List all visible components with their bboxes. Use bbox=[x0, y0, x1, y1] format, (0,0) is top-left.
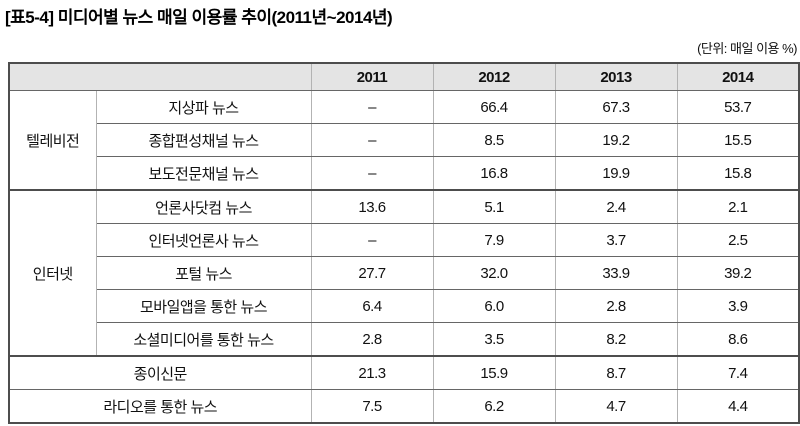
unit-note: (단위: 매일 이용 %) bbox=[697, 41, 797, 56]
value-cell: 15.5 bbox=[676, 123, 800, 157]
value-cell: 19.9 bbox=[554, 156, 678, 191]
value-cell: – bbox=[310, 90, 434, 124]
value-cell: 2.8 bbox=[554, 289, 678, 323]
row-label: 소셜미디어를 통한 뉴스 bbox=[95, 322, 312, 357]
page-title: [표5-4] 미디어별 뉴스 매일 이용률 추이(2011년~2014년) bbox=[5, 8, 393, 27]
row-label-radio-news: 라디오를 통한 뉴스 bbox=[8, 389, 312, 424]
value-cell: 4.7 bbox=[554, 389, 678, 424]
table-row: 포털 뉴스 27.7 32.0 33.9 39.2 bbox=[9, 256, 800, 290]
year-header-2011: 2011 bbox=[310, 62, 434, 91]
table-row: 모바일앱을 통한 뉴스 6.4 6.0 2.8 3.9 bbox=[9, 289, 800, 323]
value-cell: 3.5 bbox=[432, 322, 556, 357]
value-cell: 2.8 bbox=[310, 322, 434, 357]
value-cell: 39.2 bbox=[676, 256, 800, 290]
value-cell: 27.7 bbox=[310, 256, 434, 290]
value-cell: 8.7 bbox=[554, 355, 678, 390]
row-label-paper-newspaper: 종이신문 bbox=[8, 355, 312, 390]
value-cell: 6.4 bbox=[310, 289, 434, 323]
corner-cell bbox=[8, 62, 312, 91]
value-cell: 33.9 bbox=[554, 256, 678, 290]
table-row: 종이신문 21.3 15.9 8.7 7.4 bbox=[8, 355, 800, 390]
value-cell: 15.9 bbox=[432, 355, 556, 390]
group-cell-television: 텔레비전 bbox=[8, 90, 97, 191]
value-cell: – bbox=[310, 123, 434, 157]
header-row: 2011 2012 2013 2014 bbox=[8, 62, 800, 91]
table-row: 인터넷 언론사닷컴 뉴스 13.6 5.1 2.4 2.1 bbox=[8, 189, 800, 357]
value-cell: 66.4 bbox=[432, 90, 556, 124]
row-label: 보도전문채널 뉴스 bbox=[95, 156, 312, 191]
table-row: 보도전문채널 뉴스 – 16.8 19.9 15.8 bbox=[9, 156, 800, 191]
value-cell: 21.3 bbox=[310, 355, 434, 390]
value-cell: 4.4 bbox=[676, 389, 800, 424]
value-cell: 13.6 bbox=[310, 189, 434, 224]
group-cell-internet: 인터넷 bbox=[8, 189, 97, 357]
value-cell: 2.4 bbox=[554, 189, 678, 224]
value-cell: 19.2 bbox=[554, 123, 678, 157]
value-cell: 15.8 bbox=[676, 156, 800, 191]
value-cell: 67.3 bbox=[554, 90, 678, 124]
value-cell: 3.9 bbox=[676, 289, 800, 323]
value-cell: 3.7 bbox=[554, 223, 678, 257]
value-cell: 2.1 bbox=[676, 189, 800, 224]
value-cell: 53.7 bbox=[676, 90, 800, 124]
table-row: 인터넷언론사 뉴스 – 7.9 3.7 2.5 bbox=[9, 223, 800, 257]
value-cell: 32.0 bbox=[432, 256, 556, 290]
year-header-2013: 2013 bbox=[554, 62, 678, 91]
value-cell: 8.6 bbox=[676, 322, 800, 357]
year-header-2014: 2014 bbox=[676, 62, 800, 91]
value-cell: 5.1 bbox=[432, 189, 556, 224]
row-label: 지상파 뉴스 bbox=[95, 90, 312, 124]
value-cell: 16.8 bbox=[432, 156, 556, 191]
row-label: 종합편성채널 뉴스 bbox=[95, 123, 312, 157]
value-cell: 7.5 bbox=[310, 389, 434, 424]
table-row: 종합편성채널 뉴스 – 8.5 19.2 15.5 bbox=[9, 123, 800, 157]
year-header-2012: 2012 bbox=[432, 62, 556, 91]
value-cell: 7.9 bbox=[432, 223, 556, 257]
row-label: 모바일앱을 통한 뉴스 bbox=[95, 289, 312, 323]
news-daily-usage-table: 2011 2012 2013 2014 텔레비전 지상파 뉴스 – 66.4 6… bbox=[8, 62, 800, 424]
table-row: 소셜미디어를 통한 뉴스 2.8 3.5 8.2 8.6 bbox=[9, 322, 800, 357]
value-cell: 8.2 bbox=[554, 322, 678, 357]
value-cell: – bbox=[310, 156, 434, 191]
value-cell: 6.0 bbox=[432, 289, 556, 323]
row-label: 포털 뉴스 bbox=[95, 256, 312, 290]
row-label: 언론사닷컴 뉴스 bbox=[95, 189, 312, 224]
value-cell: 8.5 bbox=[432, 123, 556, 157]
table-row: 텔레비전 지상파 뉴스 – 66.4 67.3 53.7 bbox=[8, 90, 800, 191]
table-row: 라디오를 통한 뉴스 7.5 6.2 4.7 4.4 bbox=[8, 389, 800, 424]
value-cell: – bbox=[310, 223, 434, 257]
value-cell: 6.2 bbox=[432, 389, 556, 424]
row-label: 인터넷언론사 뉴스 bbox=[95, 223, 312, 257]
value-cell: 7.4 bbox=[676, 355, 800, 390]
value-cell: 2.5 bbox=[676, 223, 800, 257]
